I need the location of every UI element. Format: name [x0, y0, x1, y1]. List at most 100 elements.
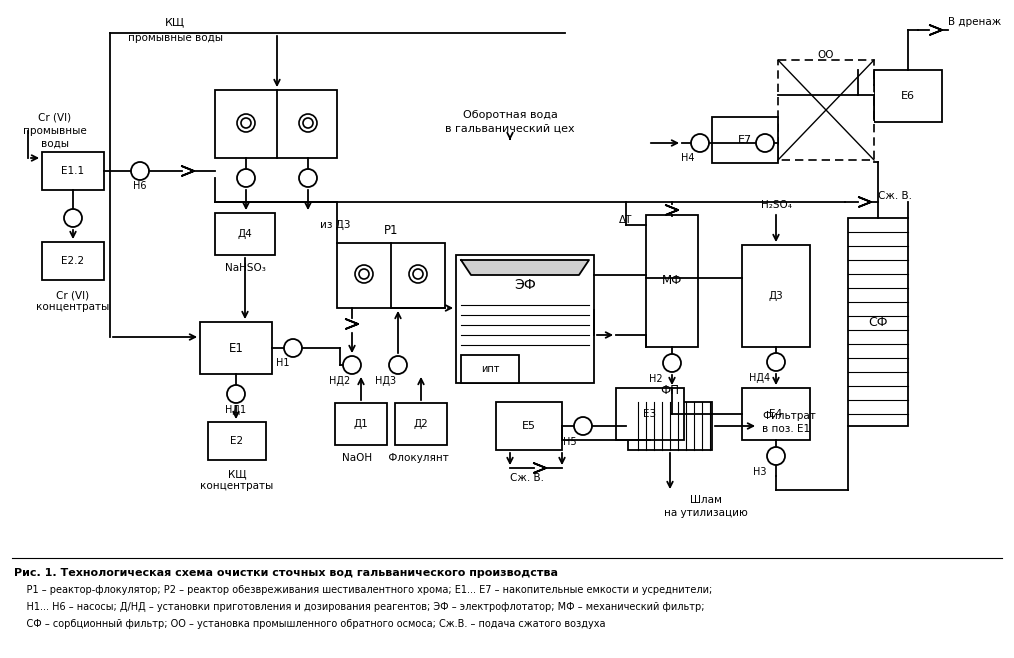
Circle shape	[691, 134, 709, 152]
Circle shape	[574, 417, 592, 435]
Circle shape	[355, 265, 373, 283]
Text: СФ: СФ	[868, 315, 887, 328]
Text: Р1 – реактор-флокулятор; Р2 – реактор обезвреживания шестивалентного хрома; Е1..: Р1 – реактор-флокулятор; Р2 – реактор об…	[14, 585, 712, 595]
Text: Рис. 1. Технологическая схема очистки сточных вод гальванического производства: Рис. 1. Технологическая схема очистки ст…	[14, 568, 558, 578]
Text: E2.2: E2.2	[62, 256, 84, 266]
Circle shape	[241, 118, 251, 128]
Bar	[778, 60, 874, 160]
Text: Сж. В.: Сж. В.	[878, 191, 912, 201]
Text: Н6: Н6	[133, 181, 147, 191]
Circle shape	[299, 114, 317, 132]
Text: СФ – сорбционный фильтр; ОО – установка промышленного обратного осмоса; Сж.В. – : СФ – сорбционный фильтр; ОО – установка …	[14, 619, 605, 629]
Text: НД4: НД4	[749, 373, 771, 383]
Text: КЩ: КЩ	[165, 17, 186, 27]
Bar	[874, 70, 942, 122]
Text: Н4: Н4	[681, 153, 695, 163]
Text: ЭФ: ЭФ	[514, 278, 536, 292]
Bar	[42, 152, 104, 190]
Bar	[712, 117, 778, 163]
Text: промывные воды: промывные воды	[128, 33, 222, 43]
Circle shape	[343, 356, 361, 374]
Text: НД3: НД3	[375, 376, 396, 386]
Bar	[742, 388, 810, 440]
Bar	[208, 422, 266, 460]
Text: Н1: Н1	[276, 358, 290, 368]
Text: Н5: Н5	[563, 437, 577, 447]
Text: E1: E1	[228, 342, 243, 355]
Bar	[215, 90, 337, 158]
Bar	[42, 242, 104, 280]
Circle shape	[227, 385, 245, 403]
Bar	[337, 243, 445, 308]
Text: Д4: Д4	[237, 229, 252, 239]
Text: Д3: Д3	[769, 291, 784, 301]
Circle shape	[409, 265, 427, 283]
Bar	[335, 403, 387, 445]
Text: в поз. Е1: в поз. Е1	[762, 424, 810, 434]
Bar	[615, 388, 684, 440]
Text: ΔT: ΔT	[620, 215, 633, 225]
Text: Шлам: Шлам	[691, 495, 722, 505]
Circle shape	[663, 354, 681, 372]
Bar	[742, 245, 810, 347]
Text: концентраты: концентраты	[37, 302, 110, 312]
Text: NaHSO₃: NaHSO₃	[224, 263, 266, 273]
Text: Фильтрат: Фильтрат	[762, 411, 815, 421]
Text: E5: E5	[522, 421, 536, 431]
Bar	[456, 255, 594, 383]
Text: NaOH     Флокулянт: NaOH Флокулянт	[342, 453, 448, 463]
Bar	[646, 215, 698, 347]
Text: НД1: НД1	[225, 405, 246, 415]
Text: КЩ: КЩ	[228, 469, 246, 479]
Text: из Д3: из Д3	[320, 220, 351, 230]
Text: Cr (VI): Cr (VI)	[39, 113, 72, 123]
Text: Д1: Д1	[354, 419, 368, 429]
Text: E6: E6	[901, 91, 915, 101]
Text: в гальванический цех: в гальванический цех	[445, 124, 575, 134]
Text: воды: воды	[41, 139, 69, 149]
Polygon shape	[461, 260, 589, 275]
Text: E2: E2	[230, 436, 243, 446]
Circle shape	[359, 269, 369, 279]
Text: Н2: Н2	[649, 374, 663, 384]
Text: E7: E7	[738, 135, 752, 145]
Circle shape	[237, 114, 255, 132]
Text: промывные: промывные	[23, 126, 87, 136]
Circle shape	[64, 209, 82, 227]
Text: Н3: Н3	[753, 467, 767, 477]
Bar	[496, 402, 562, 450]
Text: Р1: Р1	[383, 224, 399, 238]
Circle shape	[767, 353, 785, 371]
Text: ипт: ипт	[481, 364, 499, 374]
Text: Сж. В.: Сж. В.	[510, 473, 544, 483]
Text: E1.1: E1.1	[62, 166, 84, 176]
Circle shape	[237, 169, 255, 187]
Text: на утилизацию: на утилизацию	[664, 508, 748, 518]
Text: концентраты: концентраты	[201, 481, 274, 491]
Bar	[628, 402, 712, 450]
Text: E3: E3	[644, 409, 656, 419]
Text: E4: E4	[770, 409, 783, 419]
Bar	[215, 213, 275, 255]
Text: Н1... Н6 – насосы; Д/НД – установки приготовления и дозирования реагентов; ЭФ – : Н1... Н6 – насосы; Д/НД – установки приг…	[14, 602, 705, 612]
Text: МФ: МФ	[662, 274, 682, 286]
Text: НД2: НД2	[330, 376, 351, 386]
Bar	[461, 355, 519, 383]
Circle shape	[413, 269, 423, 279]
Text: Д2: Д2	[414, 419, 428, 429]
Circle shape	[131, 162, 149, 180]
Text: В дренаж: В дренаж	[948, 17, 1001, 27]
Text: ОО: ОО	[817, 50, 835, 60]
Circle shape	[389, 356, 407, 374]
Text: H₂SO₄: H₂SO₄	[760, 200, 792, 210]
Circle shape	[756, 134, 774, 152]
Text: ФП: ФП	[660, 384, 679, 397]
Bar	[200, 322, 272, 374]
Circle shape	[303, 118, 313, 128]
Circle shape	[299, 169, 317, 187]
Circle shape	[284, 339, 302, 357]
Bar	[395, 403, 447, 445]
Text: Cr (VI): Cr (VI)	[57, 290, 89, 300]
Text: Оборотная вода: Оборотная вода	[462, 110, 558, 120]
Circle shape	[767, 447, 785, 465]
